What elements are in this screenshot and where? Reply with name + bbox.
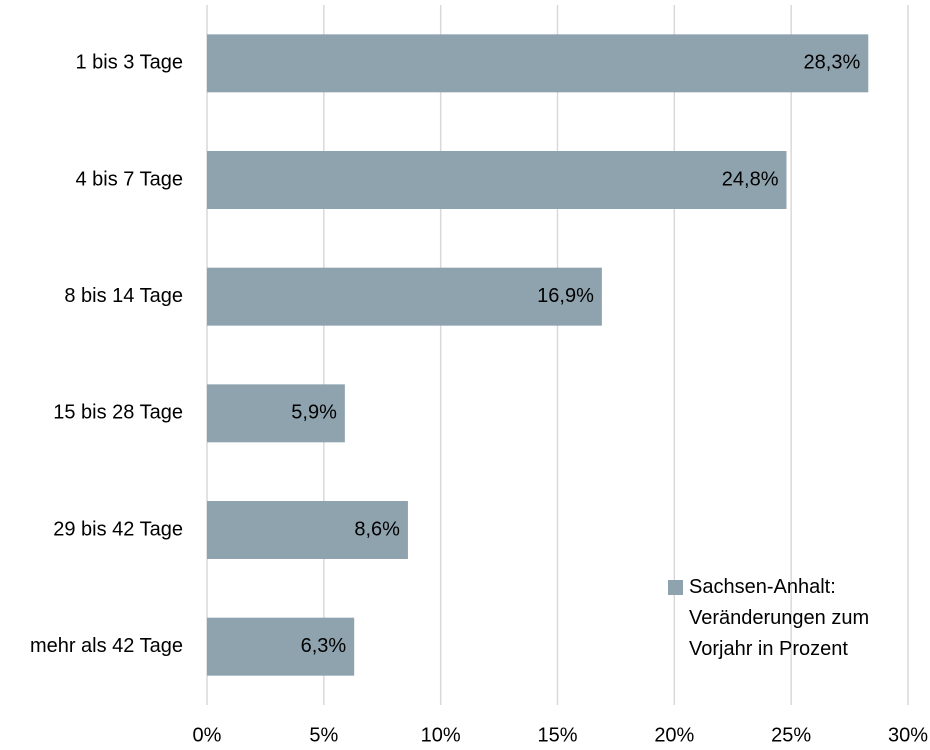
x-tick-label: 5% xyxy=(309,724,338,746)
y-tick-label: 1 bis 3 Tage xyxy=(76,52,184,74)
legend: Sachsen-Anhalt: Veränderungen zum Vorjah… xyxy=(668,572,908,665)
data-label: 6,3% xyxy=(301,635,347,657)
data-label: 16,9% xyxy=(537,285,594,307)
x-tick-label: 25% xyxy=(771,724,811,746)
bar xyxy=(207,617,355,676)
bar xyxy=(207,267,602,326)
data-label: 8,6% xyxy=(354,518,400,540)
bar xyxy=(207,384,345,443)
x-tick-label: 0% xyxy=(193,724,222,746)
y-tick-label: 29 bis 42 Tage xyxy=(53,518,183,540)
x-tick-label: 15% xyxy=(537,724,577,746)
legend-label: Sachsen-Anhalt: Veränderungen zum Vorjah… xyxy=(689,576,870,660)
bar xyxy=(207,151,787,209)
x-tick-label: 10% xyxy=(421,724,461,746)
data-label: 28,3% xyxy=(804,52,861,74)
data-label: 5,9% xyxy=(291,402,337,424)
x-tick-label: 20% xyxy=(654,724,694,746)
data-label: 24,8% xyxy=(722,168,779,190)
x-tick-label: 30% xyxy=(888,724,928,746)
bar xyxy=(207,501,408,559)
y-tick-label: 15 bis 28 Tage xyxy=(53,402,183,424)
bar xyxy=(207,34,869,93)
y-tick-label: 4 bis 7 Tage xyxy=(76,168,184,190)
y-tick-label: 8 bis 14 Tage xyxy=(64,285,183,307)
y-tick-label: mehr als 42 Tage xyxy=(30,635,183,657)
legend-swatch xyxy=(668,580,683,595)
